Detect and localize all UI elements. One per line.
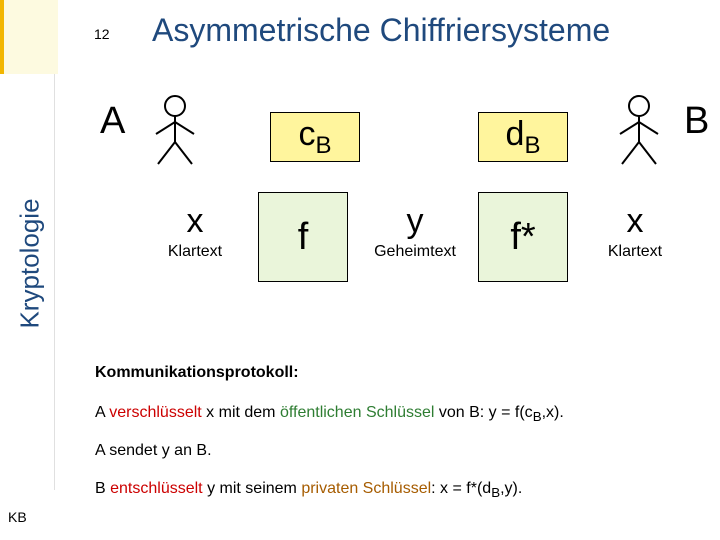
geheimtext: Geheimtext	[360, 243, 470, 261]
person-a-icon	[150, 94, 200, 166]
p1-postsub: B	[533, 409, 542, 424]
p3-postmain: : x = f*(d	[431, 480, 491, 497]
protocol-line-2: A sendet y an B.	[95, 440, 212, 462]
party-b-label: B	[684, 100, 709, 143]
protocol-line-1: A verschlüsselt x mit dem öffentlichen S…	[95, 402, 564, 427]
protocol-line-3: B entschlüsselt y mit seinem privaten Sc…	[95, 478, 522, 503]
protocol-heading: Kommunikationsprotokoll:	[95, 362, 299, 384]
x-symbol: x	[160, 202, 230, 241]
page-number: 12	[94, 26, 110, 42]
top-accent	[0, 0, 58, 74]
klartext-a: Klartext	[160, 243, 230, 261]
p3-posttail: ,y).	[500, 480, 522, 497]
p3-postsub: B	[491, 485, 500, 500]
plaintext-b: x Klartext	[600, 202, 670, 261]
plaintext-a: x Klartext	[160, 202, 230, 261]
p1-verb: verschlüsselt	[109, 404, 201, 421]
p3-mid: y mit seinem	[203, 480, 302, 497]
fstar-label: f*	[510, 216, 535, 259]
decrypt-box: f*	[478, 192, 568, 282]
y-symbol: y	[360, 202, 470, 241]
p1-pre: A	[95, 404, 109, 421]
dB-sub: B	[524, 131, 540, 158]
p3-key: privaten Schlüssel	[301, 480, 431, 497]
slide: 12 Asymmetrische Chiffriersysteme Krypto…	[0, 0, 720, 540]
p3-pre: B	[95, 480, 110, 497]
private-key-box: dB	[478, 112, 568, 162]
person-b-icon	[614, 94, 664, 166]
p3-verb: entschlüsselt	[110, 480, 203, 497]
party-a-label: A	[100, 100, 125, 143]
public-key-box: cB	[270, 112, 360, 162]
f-label: f	[298, 216, 309, 259]
ciphertext: y Geheimtext	[360, 202, 470, 261]
p1-postmain: von B: y = f(c	[434, 404, 532, 421]
encrypt-box: f	[258, 192, 348, 282]
cB-main: c	[298, 115, 315, 153]
p1-posttail: ,x).	[542, 404, 564, 421]
klartext-b: Klartext	[600, 243, 670, 261]
slide-title: Asymmetrische Chiffriersysteme	[152, 12, 610, 49]
sidebar-label: Kryptologie	[15, 114, 46, 414]
dB-main: d	[506, 115, 525, 153]
cB-sub: B	[315, 131, 331, 158]
p1-mid: x mit dem	[202, 404, 280, 421]
x2-symbol: x	[600, 202, 670, 241]
p1-key: öffentlichen Schlüssel	[280, 404, 434, 421]
footer-kb: KB	[8, 509, 27, 525]
